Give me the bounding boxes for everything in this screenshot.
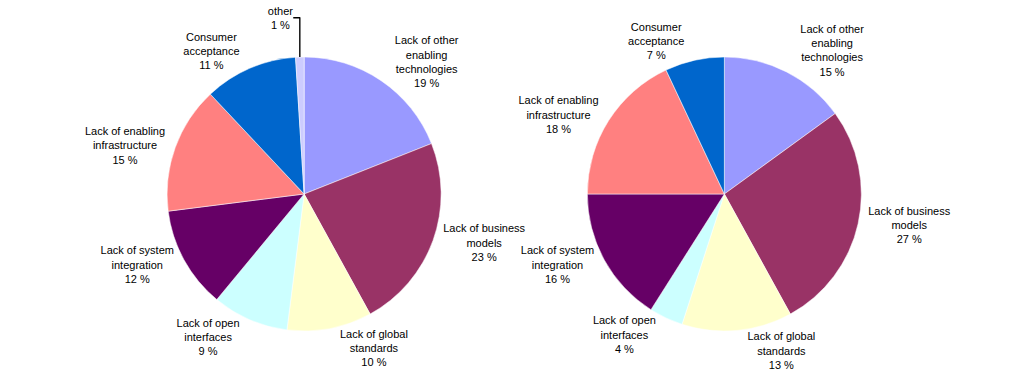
svg-text:Lack of otherenablingtechnolog: Lack of otherenablingtechnologies19 % bbox=[395, 34, 459, 89]
svg-text:Lack of globalstandards13 %: Lack of globalstandards13 % bbox=[747, 330, 815, 371]
svg-text:Lack of systemintegration16 %: Lack of systemintegration16 % bbox=[521, 244, 594, 285]
svg-text:Lack of enablinginfrastructure: Lack of enablinginfrastructure15 % bbox=[85, 125, 165, 166]
svg-text:Lack of systemintegration12 %: Lack of systemintegration12 % bbox=[101, 244, 174, 285]
svg-text:other1 %: other1 % bbox=[268, 5, 293, 31]
svg-text:Lack of enablinginfrastructure: Lack of enablinginfrastructure18 % bbox=[518, 94, 598, 135]
svg-text:Lack of globalstandards10 %: Lack of globalstandards10 % bbox=[340, 328, 408, 369]
svg-text:Consumeracceptance11 %: Consumeracceptance11 % bbox=[183, 31, 239, 72]
svg-text:Lack of otherenablingtechnolog: Lack of otherenablingtechnologies15 % bbox=[800, 23, 864, 78]
svg-text:Consumeracceptance7 %: Consumeracceptance7 % bbox=[628, 21, 684, 62]
svg-text:Lack of businessmodels23 %: Lack of businessmodels23 % bbox=[443, 222, 525, 263]
svg-text:Lack of openinterfaces9 %: Lack of openinterfaces9 % bbox=[177, 317, 240, 358]
svg-text:Lack of openinterfaces4 %: Lack of openinterfaces4 % bbox=[593, 314, 656, 355]
svg-text:Lack of businessmodels27 %: Lack of businessmodels27 % bbox=[868, 205, 950, 246]
